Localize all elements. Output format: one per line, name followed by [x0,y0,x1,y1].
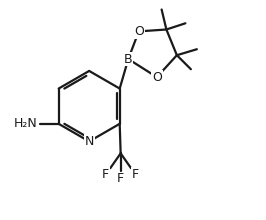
Text: O: O [152,71,162,84]
Text: F: F [102,168,109,181]
Text: B: B [124,53,132,66]
Text: H₂N: H₂N [14,117,38,130]
Text: F: F [117,172,124,185]
Text: O: O [134,25,144,38]
Text: F: F [132,168,139,181]
Text: N: N [85,135,94,148]
